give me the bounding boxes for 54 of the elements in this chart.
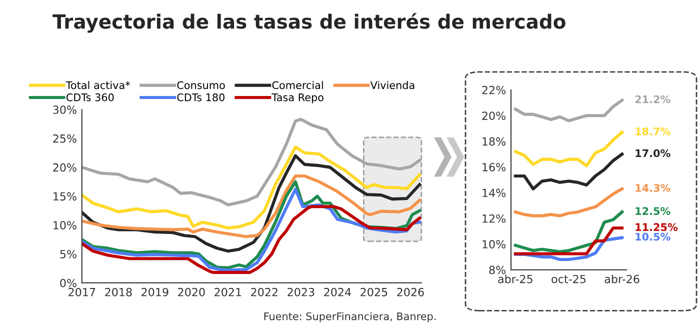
source-note: Fuente: SuperFinanciera, Banrep.: [264, 312, 436, 322]
line-series: [82, 154, 422, 253]
y-tick-label: 18%: [482, 137, 506, 146]
data-label: 11.25%: [636, 223, 678, 232]
y-tick-label: 5%: [60, 250, 76, 258]
line-series: [514, 210, 624, 254]
legend-label: Vivienda: [370, 81, 414, 90]
x-tick-label: 2023: [288, 288, 314, 296]
legend-label: CDTs 180: [177, 93, 224, 102]
data-label: 10.5%: [636, 232, 670, 241]
x-tick-label: 2021: [214, 288, 242, 296]
line-series: [514, 98, 624, 122]
y-tick-label: 22%: [482, 86, 506, 94]
x-tick-label: 2025: [360, 288, 388, 296]
y-tick-label: 12%: [482, 214, 506, 223]
x-tick-label: 2024: [324, 288, 351, 296]
y-tick-label: 20%: [53, 163, 76, 172]
y-tick-label: 16%: [482, 162, 506, 172]
chart-title: Trayectoria de las tasas de interés de mercado: [52, 13, 566, 33]
x-tick-label: 2020: [178, 288, 205, 296]
data-label: 18.7%: [636, 127, 670, 136]
x-tick-label: 2018: [105, 288, 132, 296]
legend-label: Tasa Repo: [272, 94, 324, 104]
legend-label: Consumo: [177, 81, 225, 90]
line-series: [82, 118, 422, 206]
x-tick-label: 2019: [142, 288, 168, 296]
x-tick-label: 2026: [397, 288, 424, 296]
x-tick-label: 2017: [68, 288, 96, 296]
y-tick-label: 0%: [60, 278, 76, 288]
line-series: [514, 152, 624, 190]
data-label: 12.5%: [636, 207, 670, 215]
legend-label: Total activa*: [66, 81, 130, 90]
line-series: [514, 130, 624, 168]
y-tick-label: 30%: [53, 106, 76, 114]
y-tick-label: 8%: [489, 266, 506, 274]
data-label: 21.2%: [635, 95, 670, 104]
y-tick-label: 25%: [53, 134, 76, 143]
data-label: 14.3%: [636, 184, 670, 192]
legend-label: CDTs 360: [66, 93, 114, 102]
x-tick-label: oct-25: [552, 274, 586, 284]
line-series: [82, 205, 422, 274]
data-label: 17.0%: [636, 149, 670, 158]
x-tick-label: abr-26: [604, 274, 640, 284]
y-tick-label: 10%: [54, 221, 76, 230]
y-tick-label: 20%: [482, 112, 506, 120]
x-tick-label: abr-25: [498, 274, 532, 284]
y-tick-label: 15%: [54, 192, 76, 201]
y-tick-label: 10%: [482, 240, 506, 248]
legend-label: Comercial: [272, 81, 323, 90]
line-series: [82, 174, 422, 238]
line-series: [82, 146, 422, 230]
line-series: [514, 187, 624, 218]
x-tick-label: 2022: [251, 288, 278, 296]
y-tick-label: 14%: [482, 188, 506, 198]
